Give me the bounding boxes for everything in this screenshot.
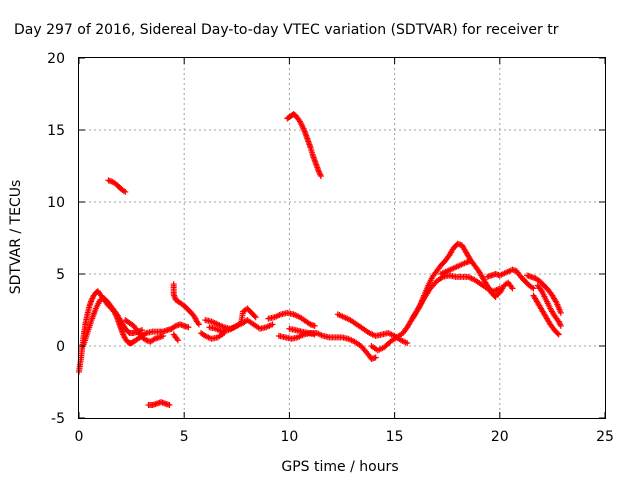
data-point [311,322,318,329]
x-tick-label: 15 [386,429,404,445]
y-axis-label: SDTVAR / TECUs [8,180,24,295]
data-point [554,330,561,337]
y-tick-label: 10 [47,195,65,211]
data-point [252,314,259,321]
y-tick-label: 0 [56,339,65,355]
data-point [139,327,146,334]
data-point [509,285,516,292]
y-tick-label: 20 [47,51,65,67]
y-tick-label: -5 [51,411,65,427]
data-point [160,332,167,339]
x-tick-label: 10 [280,429,298,445]
data-point [251,313,258,320]
data-point [174,337,181,344]
data-point [221,330,228,337]
data-point [557,322,564,329]
data-point [269,321,276,328]
data-point [372,354,379,361]
data-point [557,309,564,316]
data-point [122,188,129,195]
data-point [467,258,474,265]
data-point [404,340,411,347]
y-tick-label: 15 [47,123,65,139]
data-point [185,324,192,331]
x-axis-label: GPS time / hours [281,459,398,475]
y-tick-label: 5 [56,267,65,283]
axis-ticks: 0 5 10 15 20 25 -5 0 5 10 15 20 [47,51,614,445]
data-point [555,331,562,338]
data-point [530,285,537,292]
x-tick-label: 20 [491,429,509,445]
data-points [76,111,564,409]
data-point [195,321,202,328]
x-tick-label: 25 [596,429,614,445]
data-point [311,331,318,338]
x-tick-label: 5 [180,429,189,445]
chart-title: Day 297 of 2016, Sidereal Day-to-day VTE… [14,22,559,38]
data-point [166,402,173,409]
x-tick-label: 0 [75,429,84,445]
grid-lines [79,58,605,418]
data-point [317,173,324,180]
plot-frame [78,57,606,419]
